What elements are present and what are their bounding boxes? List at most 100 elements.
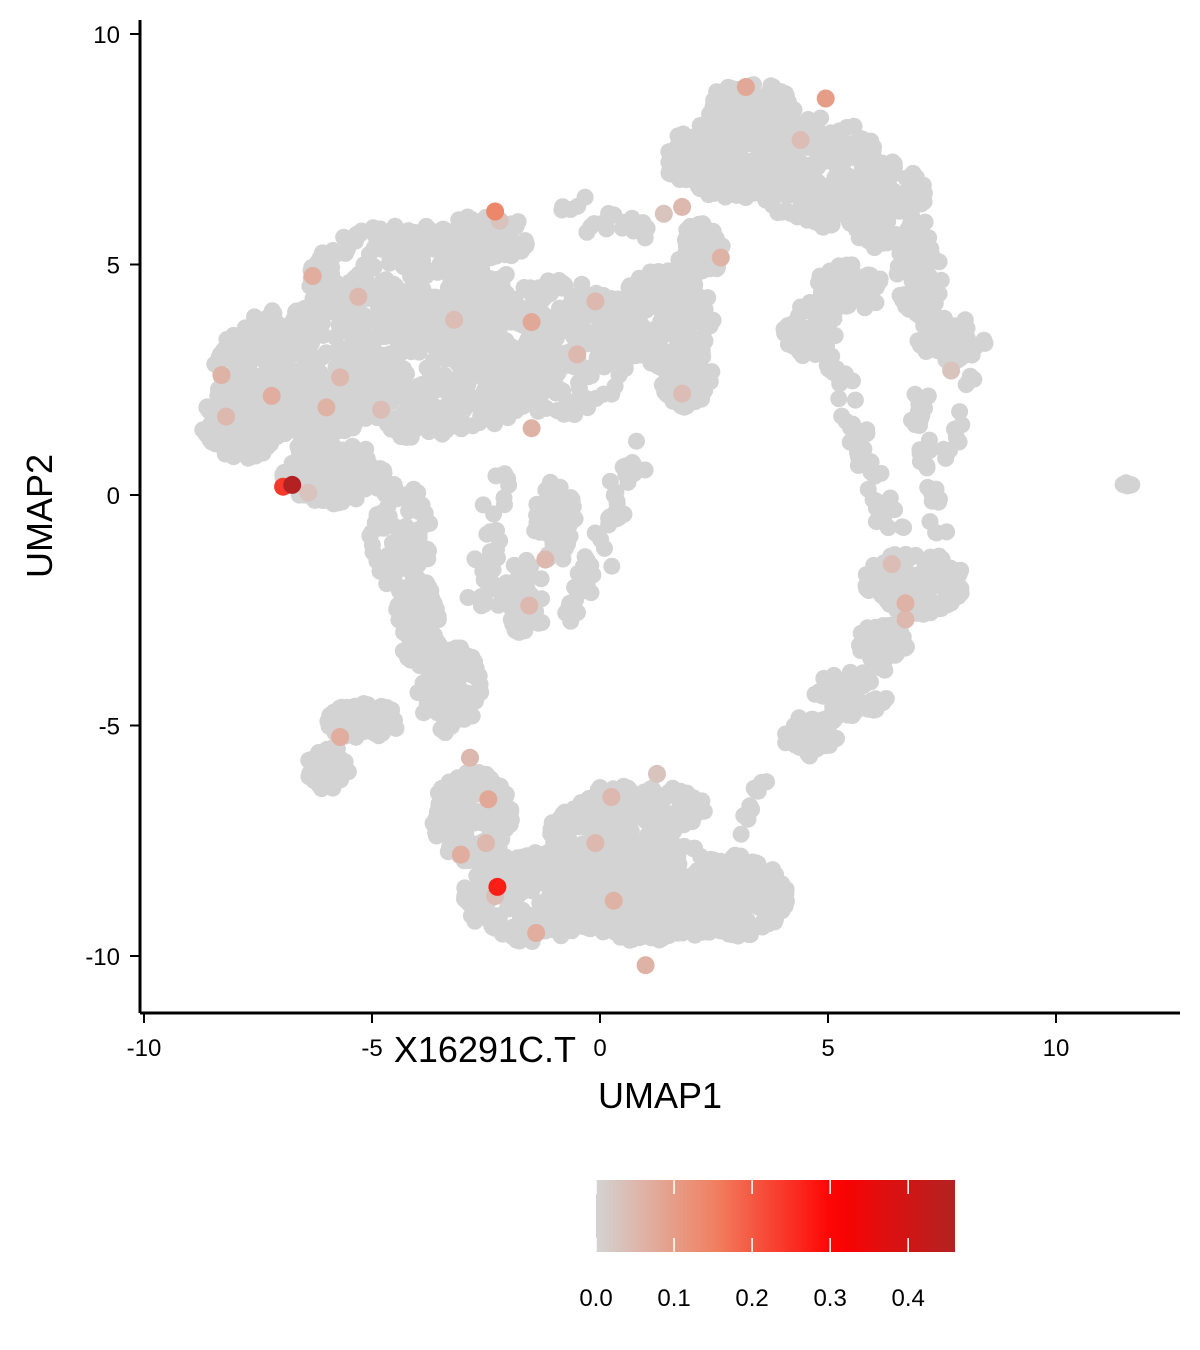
cell-point [430, 644, 448, 662]
cell-point [406, 420, 424, 438]
x-axis-ticks: -10 -5 0 5 10 [127, 1013, 1070, 1062]
cell-point [635, 273, 653, 291]
color-legend: X16291C.T 0.0 0.1 0.2 0.3 0.4 [394, 1029, 955, 1312]
cell-point [578, 551, 596, 569]
cell-point [577, 866, 595, 884]
cell-point [738, 127, 756, 145]
cell-point [823, 347, 841, 365]
cell-point [282, 420, 300, 438]
colorbar-tick-label: 0.1 [657, 1285, 690, 1312]
cell-point [319, 303, 337, 321]
cell-point [961, 367, 979, 385]
cell-point [900, 300, 918, 318]
cell-point [845, 691, 863, 709]
cell-point [906, 385, 924, 403]
cell-point [880, 500, 898, 518]
cell-point [576, 188, 594, 206]
cell-point [404, 632, 422, 650]
cell-point [801, 172, 819, 190]
cell-point [476, 368, 494, 386]
cell-point [721, 873, 739, 891]
cell-point [642, 354, 660, 372]
cell-point [329, 494, 347, 512]
cell-point [552, 865, 570, 883]
cell-point [831, 122, 848, 140]
cell-point [375, 346, 393, 364]
cell-point [562, 489, 580, 507]
highlight-point [896, 610, 915, 629]
cell-point [327, 742, 344, 760]
cell-point [562, 201, 580, 218]
cell-point [579, 891, 597, 909]
cell-point [696, 332, 714, 350]
cell-point [409, 316, 427, 334]
cell-point [918, 252, 936, 270]
cell-point [567, 591, 585, 609]
highlight-point [536, 550, 555, 569]
cell-point [763, 864, 781, 882]
cell-point [466, 668, 484, 686]
highlight-point [654, 204, 673, 223]
cell-point [440, 297, 458, 315]
cell-point [891, 242, 909, 260]
cell-point [421, 514, 439, 532]
cell-point [846, 391, 864, 409]
cell-point [409, 613, 427, 631]
cell-point [677, 896, 694, 914]
highlight-point [299, 483, 318, 502]
cell-point [533, 331, 551, 349]
cell-point [421, 674, 439, 692]
cell-point [820, 304, 838, 321]
cell-point [324, 242, 342, 259]
cell-point [262, 435, 280, 453]
cell-point [595, 385, 613, 403]
cell-point [251, 412, 269, 430]
x-tick-label: 10 [1043, 1035, 1070, 1062]
cell-point [686, 393, 704, 410]
cell-point [427, 295, 445, 313]
cell-point [708, 175, 726, 193]
cell-point [380, 507, 398, 525]
cell-point [433, 411, 451, 429]
cell-point [474, 496, 492, 514]
cell-point [488, 540, 505, 558]
cell-point [905, 190, 923, 208]
cell-point [907, 269, 925, 287]
cell-point [830, 390, 848, 408]
cell-point [626, 794, 643, 811]
cell-point [831, 375, 849, 393]
cell-point [550, 888, 568, 906]
cell-point [565, 845, 583, 863]
highlight-point [451, 845, 470, 864]
cell-point [623, 297, 641, 315]
highlight-point [461, 748, 479, 767]
highlight-point [331, 368, 350, 387]
cell-point [918, 457, 936, 475]
cell-point [650, 931, 668, 949]
cell-point [654, 916, 672, 934]
cell-point [601, 472, 619, 490]
cell-point [370, 519, 388, 537]
highlight-point [317, 398, 336, 417]
cell-point [565, 328, 583, 346]
cell-point [382, 375, 400, 393]
cell-point [563, 287, 581, 305]
highlight-point [882, 555, 901, 574]
x-tick-label: 0 [593, 1035, 606, 1062]
cell-point [490, 911, 508, 929]
cell-point [654, 885, 671, 903]
cell-point [656, 318, 674, 336]
cell-point [397, 255, 415, 273]
cell-point [720, 852, 738, 870]
cell-point [346, 232, 364, 250]
highlight-point [736, 78, 755, 96]
highlight-point [488, 877, 507, 896]
cell-point [588, 349, 606, 367]
cell-point [871, 194, 889, 211]
cell-point [514, 397, 532, 415]
highlight-point [349, 287, 368, 306]
cell-point [663, 284, 681, 302]
cell-point [560, 821, 578, 839]
cell-point [369, 325, 387, 343]
cell-point [926, 565, 943, 583]
